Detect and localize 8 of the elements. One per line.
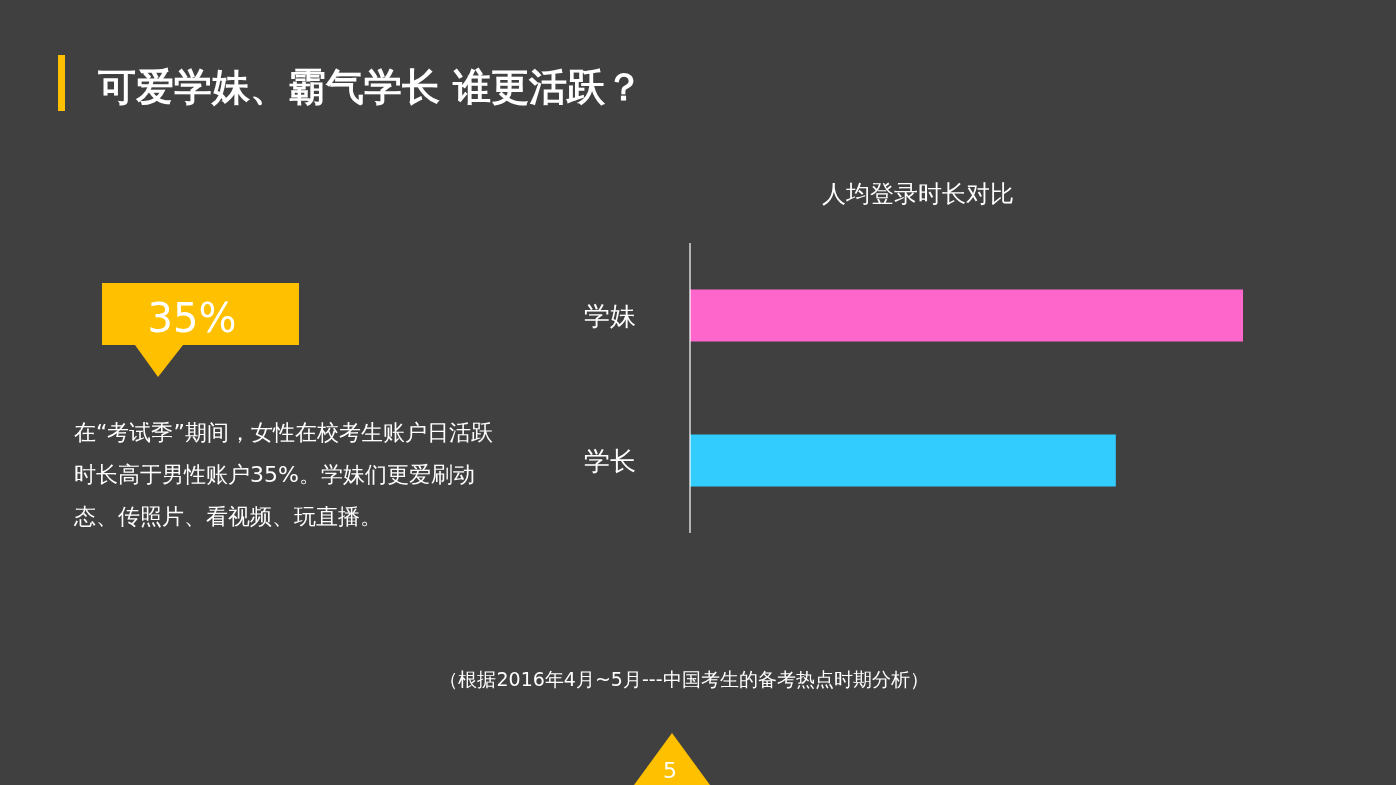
- text: 35%: [147, 295, 237, 341]
- text: 5: [663, 758, 677, 783]
- y-tick-label: 学妹: [584, 300, 636, 331]
- text: （根据2016年4月~5月---中国考生的备考热点时期分析）: [439, 668, 929, 690]
- text: 在“考试季”期间，女性在校考生账户日活跃时长高于男性账户35%。学妹们更爱刷动态、传照片、看视频、玩直播。: [74, 419, 494, 531]
- y-tick-label: 学长: [584, 445, 636, 476]
- text: 可爱学妹、霸气学长 谁更活跃？: [98, 65, 644, 109]
- chart-subtitle: 人均登录时长对比: [822, 180, 1014, 208]
